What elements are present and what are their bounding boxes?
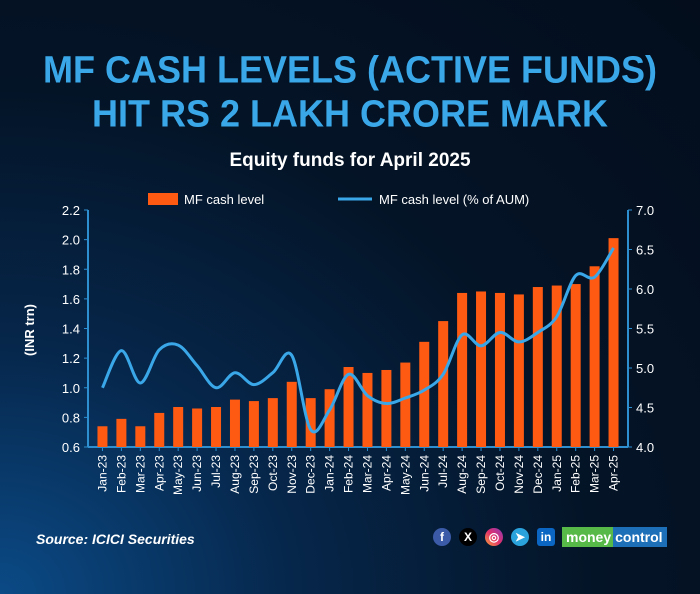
x-tick-label: Jun-23 xyxy=(190,455,204,492)
x-tick-label: Oct-23 xyxy=(266,455,280,491)
x-tick-label: Feb-23 xyxy=(114,455,128,493)
x-tick-label: Jul-24 xyxy=(436,455,450,488)
y-tick-label-right: 5.5 xyxy=(636,322,654,337)
y-tick-label-left: 1.0 xyxy=(62,381,80,396)
bar-Jan-23 xyxy=(97,426,108,447)
bar-Mar-23 xyxy=(135,426,146,447)
instagram-icon[interactable]: ◎ xyxy=(485,528,503,546)
bar-Mar-25 xyxy=(589,266,600,447)
facebook-icon[interactable]: f xyxy=(433,528,451,546)
x-tick-label: Sep-24 xyxy=(474,455,488,494)
bar-Sep-23 xyxy=(248,401,259,447)
bar-Apr-25 xyxy=(608,238,619,447)
y-tick-label-left: 2.2 xyxy=(62,203,80,218)
x-tick-label: Feb-25 xyxy=(569,455,583,493)
x-tick-label: May-24 xyxy=(398,455,412,495)
bar-Feb-24 xyxy=(343,367,354,447)
y-tick-label-left: 1.6 xyxy=(62,292,80,307)
y-tick-label-left: 1.8 xyxy=(62,262,80,277)
bar-Aug-24 xyxy=(457,292,468,447)
x-tick-label: Dec-24 xyxy=(531,455,545,494)
y-tick-label-left: 1.4 xyxy=(62,322,80,337)
x-tick-label: Apr-23 xyxy=(152,455,166,491)
x-tick-label: Sep-23 xyxy=(247,455,261,494)
legend-line-label: MF cash level (% of AUM) xyxy=(379,192,529,207)
bar-Oct-24 xyxy=(494,292,505,447)
y-tick-label-left: 0.6 xyxy=(62,440,80,455)
title-line-1: MF CASH LEVELS (ACTIVE FUNDS) xyxy=(42,47,657,91)
source-note: Source: ICICI Securities xyxy=(36,531,195,547)
bar-Dec-23 xyxy=(305,398,316,447)
bar-Apr-23 xyxy=(154,412,165,447)
bar-Oct-23 xyxy=(267,398,278,447)
bar-Aug-23 xyxy=(229,399,240,447)
bar-Jan-25 xyxy=(551,285,562,447)
x-tick-label: Oct-24 xyxy=(493,455,507,491)
bar-Jan-24 xyxy=(324,389,335,447)
bar-Mar-24 xyxy=(362,372,373,447)
x-tick-label: Mar-25 xyxy=(588,455,602,493)
logo-part-2: control xyxy=(613,527,667,547)
bar-Feb-23 xyxy=(116,418,127,447)
legend-bar-label: MF cash level xyxy=(184,192,264,207)
bar-Nov-23 xyxy=(286,381,297,447)
x-icon[interactable]: X xyxy=(459,528,477,546)
bar-Nov-24 xyxy=(513,294,524,447)
bar-May-24 xyxy=(400,362,411,447)
y-tick-label-right: 7.0 xyxy=(636,203,654,218)
y-tick-label-right: 4.0 xyxy=(636,440,654,455)
moneycontrol-logo: money control xyxy=(562,527,667,547)
y-tick-label-right: 6.5 xyxy=(636,243,654,258)
y-axis-label: (INR trn) xyxy=(22,304,37,356)
bar-Sep-24 xyxy=(476,291,487,447)
y-tick-label-right: 5.0 xyxy=(636,361,654,376)
y-tick-label-left: 0.8 xyxy=(62,410,80,425)
logo-part-1: money xyxy=(562,527,614,547)
bar-Jul-24 xyxy=(438,321,449,447)
x-tick-label: Jun-24 xyxy=(417,455,431,492)
bar-Feb-25 xyxy=(570,284,581,447)
y-tick-label-right: 4.5 xyxy=(636,401,654,416)
bar-Jun-23 xyxy=(192,408,203,447)
x-tick-label: Nov-24 xyxy=(512,455,526,494)
x-tick-label: Feb-24 xyxy=(342,455,356,493)
bar-Dec-24 xyxy=(532,287,543,447)
x-tick-label: Aug-23 xyxy=(228,455,242,494)
x-tick-label: Nov-23 xyxy=(285,455,299,494)
title-line-2: HIT RS 2 LAKH CRORE MARK xyxy=(91,91,608,135)
x-tick-label: May-23 xyxy=(171,455,185,495)
legend-bar-swatch xyxy=(148,193,178,205)
x-tick-label: Dec-23 xyxy=(304,455,318,494)
x-tick-label: Mar-24 xyxy=(360,455,374,493)
series-line-cash-pct xyxy=(101,247,615,434)
bar-Apr-24 xyxy=(381,369,392,447)
x-tick-label: Aug-24 xyxy=(455,455,469,494)
bar-Jul-23 xyxy=(211,407,222,447)
x-tick-label: Apr-24 xyxy=(379,455,393,491)
x-tick-label: Jan-24 xyxy=(323,455,337,492)
legend: MF cash level MF cash level (% of AUM) xyxy=(148,192,529,207)
x-tick-label: Mar-23 xyxy=(133,455,147,493)
chart-subtitle: Equity funds for April 2025 xyxy=(229,150,471,171)
bar-Jun-24 xyxy=(419,341,430,447)
x-tick-label: Jan-23 xyxy=(95,455,109,492)
bar-May-23 xyxy=(173,407,184,447)
x-tick-label: Jul-23 xyxy=(209,455,223,488)
linkedin-icon[interactable]: in xyxy=(537,528,555,546)
telegram-icon[interactable]: ➤ xyxy=(511,528,529,546)
x-tick-label: Jan-25 xyxy=(550,455,564,492)
y-tick-label-right: 6.0 xyxy=(636,282,654,297)
y-tick-label-left: 1.2 xyxy=(62,351,80,366)
y-tick-label-left: 2.0 xyxy=(62,233,80,248)
x-tick-label: Apr-25 xyxy=(607,455,621,491)
